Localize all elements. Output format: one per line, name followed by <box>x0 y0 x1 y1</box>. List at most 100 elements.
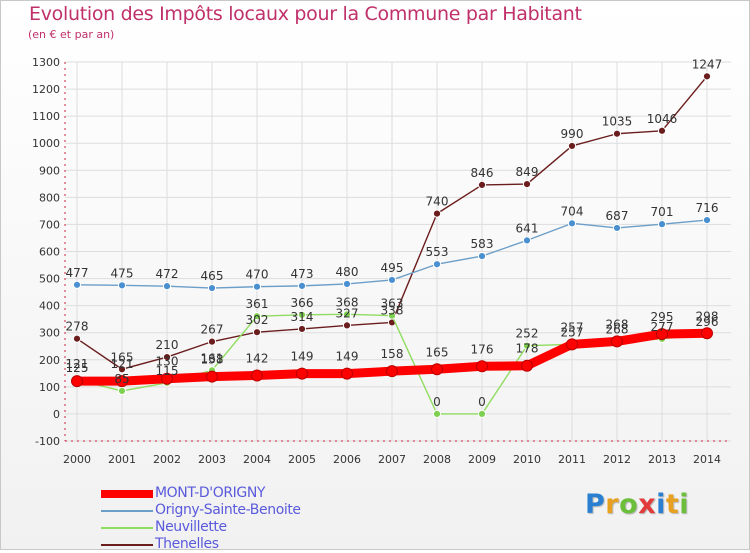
y-tick-label: 400 <box>39 300 60 313</box>
data-label: 368 <box>336 295 359 309</box>
data-point <box>72 334 82 343</box>
logo-letter: x <box>638 489 657 520</box>
logo-letter: t <box>665 489 680 520</box>
x-tick-label: 2009 <box>468 453 496 466</box>
y-tick-label: 0 <box>53 408 60 421</box>
data-label: 138 <box>201 353 224 367</box>
data-label: 473 <box>291 267 314 281</box>
data-label: 361 <box>246 297 269 311</box>
data-label: 210 <box>156 338 179 352</box>
y-tick-label: 1100 <box>32 110 60 123</box>
legend-label: Thenelles <box>155 536 219 552</box>
data-label: 178 <box>516 342 539 356</box>
data-point <box>116 375 128 388</box>
data-point <box>522 179 532 189</box>
x-tick-label: 2004 <box>243 453 271 466</box>
data-point <box>296 367 308 380</box>
data-point <box>252 282 262 291</box>
logo-letter: r <box>605 489 620 520</box>
data-point <box>522 236 532 245</box>
data-label: 0 <box>433 395 441 409</box>
data-point <box>566 338 578 351</box>
data-label: 716 <box>696 201 719 215</box>
legend-label: MONT-D'ORIGNY <box>155 485 266 501</box>
data-point <box>297 324 307 334</box>
series-origny-sainte-benoite <box>72 215 712 293</box>
x-tick-label: 2011 <box>558 453 586 466</box>
data-point <box>521 359 533 372</box>
data-label: 583 <box>471 237 494 251</box>
data-point <box>432 260 442 269</box>
data-label: 149 <box>291 350 314 364</box>
data-label: 267 <box>201 323 224 337</box>
chart-subtitle: (en € et par an) <box>28 28 115 41</box>
data-label: 302 <box>246 313 269 327</box>
data-point <box>71 375 83 388</box>
logo-letter: o <box>619 489 639 520</box>
data-point <box>251 369 263 382</box>
x-tick-label: 2005 <box>288 453 316 466</box>
data-label: 0 <box>478 395 486 409</box>
y-tick-label: 200 <box>39 354 60 367</box>
data-label: 475 <box>111 266 134 280</box>
data-label: 142 <box>246 351 269 365</box>
data-labels: 278 165 210 267 302 314 327 338 740 846 849 990 1035… <box>66 57 723 409</box>
data-label: 846 <box>471 166 494 180</box>
data-point <box>567 141 577 151</box>
data-point <box>162 352 172 362</box>
data-label: 366 <box>291 296 314 310</box>
data-point <box>252 312 262 321</box>
y-tick-label: 100 <box>39 381 60 394</box>
data-label: 121 <box>111 357 134 371</box>
legend-label: Origny-Sainte-Benoite <box>155 502 301 518</box>
data-label: 701 <box>651 205 674 219</box>
data-point <box>612 223 622 233</box>
data-label: 165 <box>426 345 449 359</box>
y-tick-label: 1000 <box>32 137 60 150</box>
data-point <box>702 72 712 81</box>
data-point <box>431 363 443 376</box>
x-tick-label: 2003 <box>198 453 226 466</box>
data-point <box>207 337 217 346</box>
y-tick-label: -100 <box>35 435 60 448</box>
data-label: 687 <box>606 209 629 223</box>
legend-swatch-origny-sainte-benoite <box>101 509 153 512</box>
data-point <box>207 283 217 293</box>
x-tick-label: 2014 <box>693 453 721 466</box>
data-label: 314 <box>291 310 314 324</box>
data-point <box>656 328 668 341</box>
data-point <box>657 126 667 135</box>
data-point <box>477 180 487 190</box>
x-tick-label: 2001 <box>108 453 136 466</box>
data-point <box>477 409 487 419</box>
data-label: 130 <box>156 355 179 369</box>
data-label: 465 <box>201 269 224 283</box>
data-label: 268 <box>606 322 629 336</box>
legend-swatch-mont-dorigny <box>101 489 153 498</box>
data-point <box>117 281 127 290</box>
data-label: 277 <box>651 320 674 334</box>
x-tick-label: 2010 <box>513 453 541 466</box>
data-label: 165 <box>111 350 134 364</box>
data-label: 158 <box>381 347 404 361</box>
data-point <box>387 275 397 285</box>
data-label: 268 <box>606 317 629 331</box>
data-label: 327 <box>336 306 359 320</box>
y-tick-label: 1300 <box>32 56 60 69</box>
proxiti-logo: Proxiti <box>585 489 689 520</box>
x-tick-label: 2012 <box>603 453 631 466</box>
data-point <box>432 209 442 218</box>
data-label: 338 <box>381 303 404 317</box>
x-tick-label: 2008 <box>423 453 451 466</box>
x-tick-label: 2006 <box>333 453 361 466</box>
data-point <box>702 215 712 225</box>
data-label: 161 <box>201 351 224 365</box>
legend-swatch-thenelles <box>101 543 153 546</box>
logo-letter: i <box>679 489 690 520</box>
y-tick-label: 300 <box>39 327 60 340</box>
data-label: 149 <box>336 350 359 364</box>
data-point <box>432 409 442 419</box>
data-label: 252 <box>516 327 539 341</box>
data-point <box>252 328 262 337</box>
